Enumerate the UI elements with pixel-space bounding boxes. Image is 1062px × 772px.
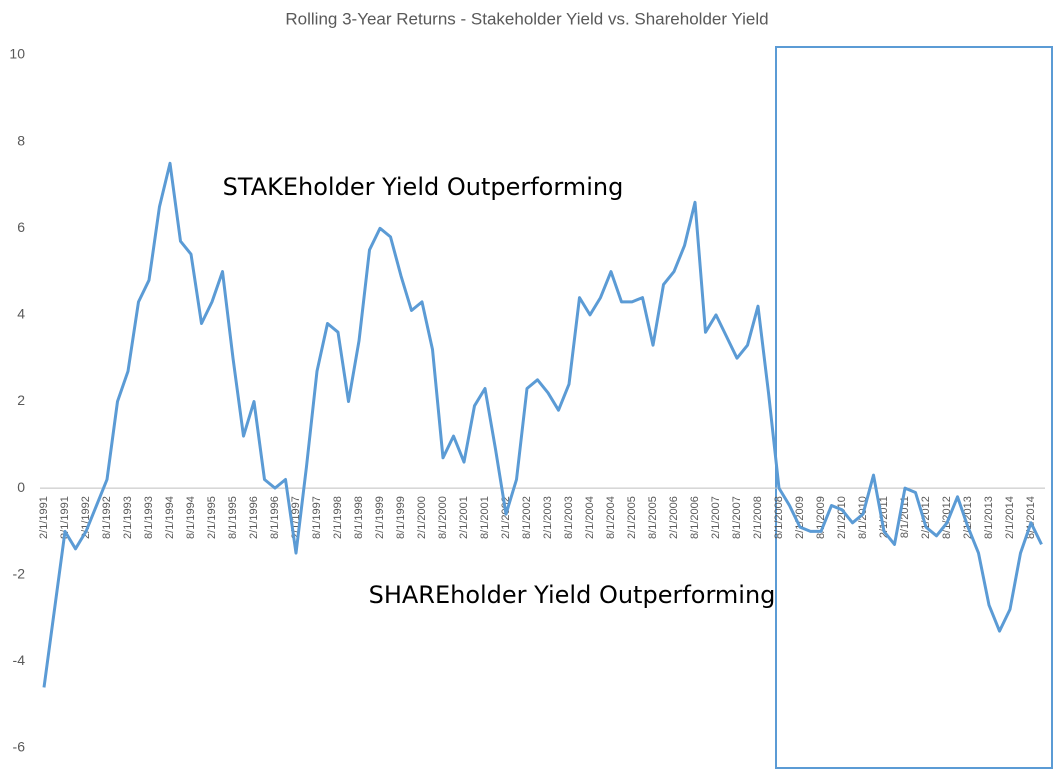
x-tick-label: 2/1/1994 (164, 496, 176, 539)
x-tick-label: 2/1/2000 (416, 496, 428, 539)
x-tick-label: 2/1/2013 (962, 496, 974, 539)
chart-title: Rolling 3-Year Returns - Stakeholder Yie… (285, 9, 768, 28)
x-tick-label: 8/1/2004 (605, 496, 617, 539)
x-tick-label: 8/1/2007 (731, 496, 743, 539)
x-tick-label: 2/1/1993 (122, 496, 134, 539)
y-tick-label: 10 (9, 46, 25, 62)
x-tick-label: 8/1/2012 (941, 496, 953, 539)
x-tick-label: 2/1/2006 (668, 496, 680, 539)
x-tick-label: 8/1/2013 (983, 496, 995, 539)
x-tick-label: 2/1/1999 (374, 496, 386, 539)
annotation: SHAREholder Yield Outperforming (369, 581, 776, 609)
x-tick-label: 8/1/1996 (269, 496, 281, 539)
x-tick-label: 2/1/2008 (752, 496, 764, 539)
x-tick-label: 8/1/1999 (395, 496, 407, 539)
x-tick-label: 2/1/2010 (836, 496, 848, 539)
highlight-box (775, 46, 1053, 769)
y-tick-label: 2 (17, 392, 25, 408)
y-tick-label: -2 (13, 565, 26, 581)
y-tick-label: 8 (17, 132, 25, 148)
x-tick-label: 8/1/1991 (59, 496, 71, 539)
x-tick-label: 2/1/1992 (80, 496, 92, 539)
x-tick-label: 8/1/2003 (563, 496, 575, 539)
x-tick-label: 8/1/2009 (815, 496, 827, 539)
x-tick-label: 2/1/2014 (1004, 496, 1016, 539)
x-tick-label: 8/1/2001 (479, 496, 491, 539)
y-tick-label: 6 (17, 219, 25, 235)
x-tick-label: 8/1/2002 (521, 496, 533, 539)
x-tick-label: 2/1/2007 (710, 496, 722, 539)
x-tick-label: 8/1/2006 (689, 496, 701, 539)
x-tick-label: 2/1/2001 (458, 496, 470, 539)
x-tick-label: 8/1/2008 (773, 496, 785, 539)
y-tick-label: 4 (17, 306, 25, 322)
x-tick-label: 2/1/2005 (626, 496, 638, 539)
x-tick-label: 8/1/1993 (143, 496, 155, 539)
x-tick-label: 2/1/2011 (878, 496, 890, 538)
x-tick-label: 8/1/1998 (353, 496, 365, 539)
x-tick-label: 2/1/1995 (206, 496, 218, 539)
data-line (42, 161, 1043, 688)
x-tick-label: 8/1/2005 (647, 496, 659, 539)
x-tick-label: 8/1/1995 (227, 496, 239, 539)
x-tick-label: 2/1/1996 (248, 496, 260, 539)
y-tick-label: -6 (13, 739, 26, 755)
x-tick-label: 2/1/1991 (38, 496, 50, 539)
annotation: STAKEholder Yield Outperforming (223, 173, 624, 201)
x-tick-label: 2/1/2003 (542, 496, 554, 539)
x-tick-label: 8/1/1992 (101, 496, 113, 539)
y-tick-label: 0 (17, 479, 25, 495)
y-tick-label: -4 (13, 652, 26, 668)
x-tick-label: 8/1/2000 (437, 496, 449, 539)
x-tick-label: 8/1/1994 (185, 496, 197, 539)
x-tick-label: 8/1/1997 (311, 496, 323, 539)
x-tick-label: 2/1/2004 (584, 496, 596, 539)
x-tick-label: 2/1/1998 (332, 496, 344, 539)
